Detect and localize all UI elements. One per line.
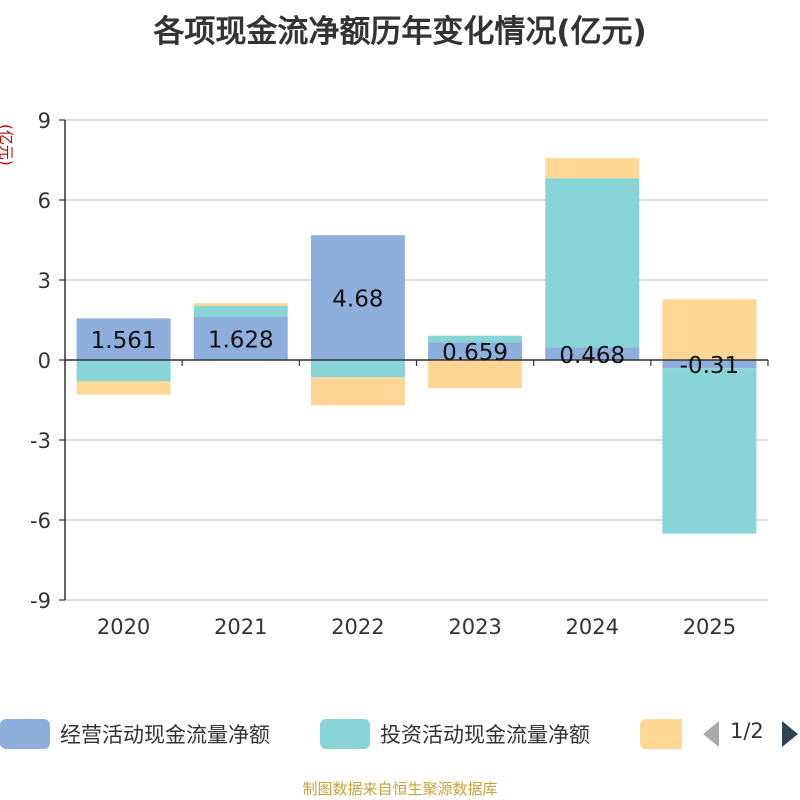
bar-segment-2021-s2 (193, 303, 288, 306)
legend-label-operating: 经营活动现金流量净额 (60, 723, 270, 747)
bar-segment-2021-s0 (193, 316, 288, 360)
data-labels: 1.561 1.628 4.68 0.659 0.468 -0.31 (91, 287, 740, 380)
bar-segment-2023-s0 (428, 342, 523, 360)
y-tick-label: -9 (30, 589, 51, 613)
bar-segment-2021-s1 (193, 305, 288, 317)
bar-segment-2020-s2 (76, 381, 171, 395)
data-label-2020: 1.561 (91, 328, 157, 354)
data-label-2024: 0.468 (559, 343, 625, 369)
bar-segment-2025-s2 (662, 299, 757, 360)
bar-segment-2022-s2 (310, 377, 405, 406)
legend-pager: 1/2 (700, 716, 800, 752)
y-tick-label: 3 (38, 269, 51, 293)
y-tick-label: 9 (38, 109, 51, 133)
x-tick-label: 2021 (214, 615, 267, 639)
bar-segment-2020-s0 (76, 318, 171, 360)
bar-segment-2024-s0 (545, 347, 640, 360)
legend-item-investing[interactable]: 投资活动现金流量净额 (320, 716, 590, 752)
bar-chart: 9 6 3 0 -3 -6 -9 2020 2021 2022 2023 2024 2025 1.561… (30, 109, 769, 639)
bar-segment-2023-s1 (428, 335, 523, 343)
bars (76, 158, 757, 534)
pager-text: 1/2 (730, 719, 764, 743)
legend-label-investing: 投资活动现金流量净额 (380, 723, 590, 747)
y-tick-label: 0 (38, 349, 51, 373)
x-tick-label: 2020 (97, 615, 150, 639)
source-note: 制图数据来自恒生聚源数据库 (302, 780, 498, 798)
pager-prev-icon[interactable] (703, 721, 719, 747)
data-label-2025: -0.31 (680, 353, 740, 379)
bar-segment-2024-s2 (545, 158, 640, 179)
bar-segment-2024-s1 (545, 178, 640, 348)
y-tick-label: 6 (38, 189, 51, 213)
legend-swatch-financing (640, 719, 682, 749)
data-label-2023: 0.659 (442, 340, 508, 366)
bar-segment-2023-s2 (428, 360, 523, 388)
bar-segment-2025-s0 (662, 360, 757, 369)
bar-segment-2020-s1 (76, 360, 171, 382)
legend-swatch-investing (320, 719, 370, 749)
axes: 9 6 3 0 -3 -6 -9 2020 2021 2022 2023 2024 2025 (30, 109, 769, 639)
legend-swatch-operating (0, 719, 50, 749)
x-tick-label: 2023 (448, 615, 501, 639)
x-tick-label: 2025 (683, 615, 736, 639)
y-tick-label: -3 (30, 429, 51, 453)
x-tick-label: 2022 (331, 615, 384, 639)
chart-title: 各项现金流净额历年变化情况(亿元) (153, 14, 647, 50)
bar-segment-2025-s1 (662, 368, 757, 534)
pager-next-icon[interactable] (782, 721, 798, 747)
legend: 经营活动现金流量净额 投资活动现金流量净额 (0, 716, 800, 752)
data-label-2022: 4.68 (332, 287, 383, 313)
legend-item-operating[interactable]: 经营活动现金流量净额 (0, 716, 270, 752)
bar-segment-2022-s1 (310, 360, 405, 378)
legend-item-financing[interactable] (640, 716, 682, 752)
x-tick-label: 2024 (566, 615, 619, 639)
data-label-2021: 1.628 (208, 327, 274, 353)
y-tick-label: -6 (30, 509, 51, 533)
bar-segment-2022-s0 (310, 235, 405, 360)
